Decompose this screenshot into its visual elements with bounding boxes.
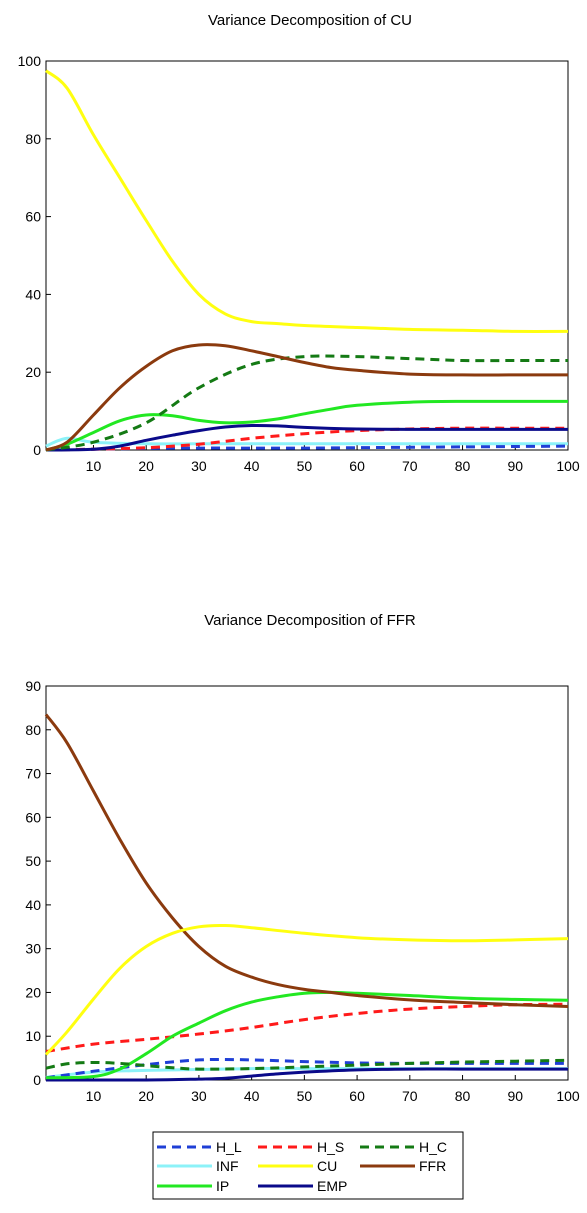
legend: H_L H_S H_C INF CU FFR IP EMP [152,1131,464,1200]
y-tick-label: 90 [25,678,41,694]
y-tick-label: 60 [25,809,41,825]
y-tick-label: 20 [25,364,41,380]
plot-frame-ffr [45,685,569,1081]
x-tick-label: 10 [86,458,102,474]
y-axis-ffr: 0 10 20 30 40 50 60 70 80 90 [25,678,51,1088]
series-line-ip-cu [45,399,568,452]
legend-label: H_S [317,1139,344,1155]
y-tick-label: 50 [25,853,41,869]
x-tick-label: 100 [556,1088,580,1104]
y-tick-label: 0 [33,1072,41,1088]
x-tick-label: 40 [244,458,260,474]
series-line-emp-ffr [45,1067,568,1082]
x-tick-label: 80 [455,458,471,474]
series-line-ffr-cu [45,343,568,452]
series-line-cu-ffr [44,923,569,1056]
y-tick-label: 40 [25,286,41,302]
chart-title-ffr: Variance Decomposition of FFR [204,612,416,629]
x-axis-ffr: 10 20 30 40 50 60 70 80 90 100 [86,1075,580,1104]
x-tick-label: 80 [455,1088,471,1104]
series-lines-cu [45,69,569,452]
x-tick-label: 40 [244,1088,260,1104]
series-line-ip-ffr [45,990,569,1080]
y-tick-label: 100 [18,53,42,69]
chart-panel-cu: Variance Decomposition of CU 02040608010… [18,12,580,474]
legend-label: CU [317,1158,337,1174]
series-line-cu-cu [45,69,569,333]
x-tick-label: 10 [86,1088,102,1104]
x-tick-label: 20 [138,1088,154,1104]
plot-frame-cu [45,60,569,451]
legend-label: H_C [419,1139,447,1155]
x-tick-label: 30 [191,1088,207,1104]
y-tick-label: 20 [25,984,41,1000]
legend-label: INF [216,1158,239,1174]
series-line-h-l-cu [45,444,569,452]
x-tick-label: 90 [507,458,523,474]
x-tick-label: 60 [349,1088,365,1104]
y-tick-label: 10 [25,1028,41,1044]
x-tick-label: 50 [297,1088,313,1104]
legend-label: EMP [317,1178,347,1194]
series-line-emp-cu [45,423,568,452]
x-tick-label: 100 [556,458,580,474]
series-line-ffr-ffr [44,713,569,1008]
y-tick-label: 40 [25,897,41,913]
y-tick-label: 0 [33,442,41,458]
x-tick-label: 50 [297,458,313,474]
y-tick-label: 70 [25,766,41,782]
x-tick-label: 70 [402,1088,418,1104]
series-line-h-s-cu [45,426,568,452]
x-tick-label: 70 [402,458,418,474]
series-line-h-s-ffr [45,1002,569,1053]
series-lines-ffr [44,713,569,1082]
x-tick-label: 30 [191,458,207,474]
series-line-h-c-cu [45,354,568,452]
y-axis-cu: 0 20 40 60 80 100 [18,53,51,458]
x-tick-label: 90 [507,1088,523,1104]
y-tick-label: 80 [25,131,41,147]
legend-box [152,1131,464,1200]
series-line-h-c-ffr [45,1058,569,1071]
y-tick-label: 60 [25,209,41,225]
y-tick-label: 30 [25,941,41,957]
legend-label: H_L [216,1139,242,1155]
x-axis-cu: 10 20 30 40 50 60 70 80 90 100 [86,445,580,474]
legend-label: FFR [419,1158,446,1174]
chart-panel-ffr: Variance Decomposition of FFR 0 10 20 30 40 5… [25,612,579,1104]
chart-title-cu: Variance Decomposition of CU [208,12,412,29]
x-tick-label: 60 [349,458,365,474]
legend-label: IP [216,1178,229,1194]
x-tick-label: 20 [138,458,154,474]
y-tick-label: 80 [25,722,41,738]
series-line-h-l-ffr [45,1057,568,1080]
